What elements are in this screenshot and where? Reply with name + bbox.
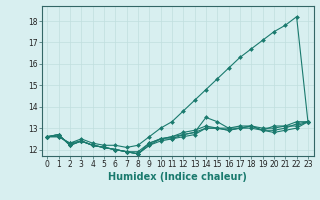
X-axis label: Humidex (Indice chaleur): Humidex (Indice chaleur) <box>108 172 247 182</box>
